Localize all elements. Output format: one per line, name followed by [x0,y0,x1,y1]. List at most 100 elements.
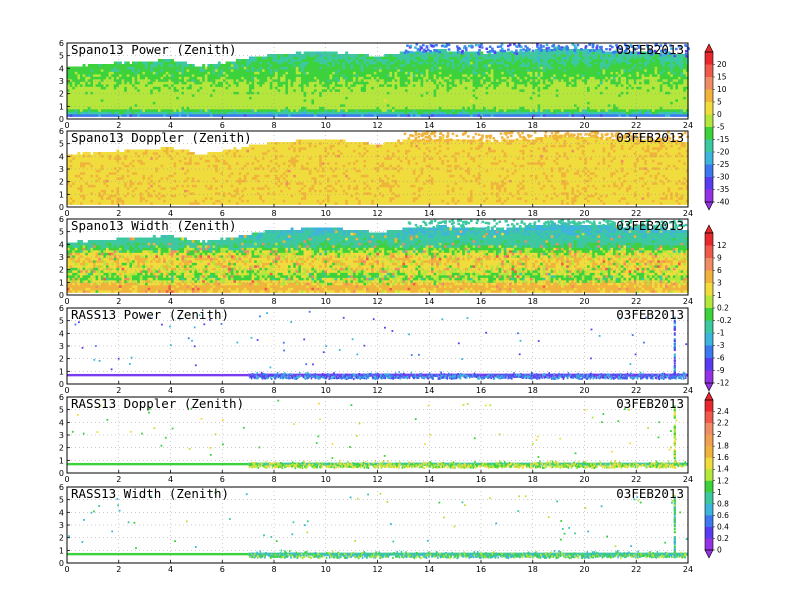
heatmap-cell [311,94,315,97]
heatmap-cell [340,79,343,82]
heatmap-cell [186,81,190,85]
heatmap-cell [555,59,559,62]
heatmap-cell [111,96,115,100]
heatmap-cell [259,66,263,70]
heatmap-cell [217,99,221,102]
heatmap-cell [594,81,598,85]
heatmap-cell [412,114,416,117]
heatmap-cell [423,76,427,80]
heatmap-cell [389,76,393,80]
heatmap-cell [269,104,273,107]
heatmap-cell [342,101,346,105]
heatmap-cell [451,94,455,97]
heatmap-cell [277,101,281,105]
heatmap-cell [132,99,135,102]
heatmap-cell [230,79,234,82]
heatmap-cell [584,104,588,107]
heatmap-cell [334,59,338,62]
heatmap-cell [498,104,502,107]
heatmap-cell [420,89,424,92]
heatmap-cell [462,91,466,95]
heatmap-cell [293,61,297,65]
heatmap-cell [124,96,128,100]
heatmap-cell [485,59,489,62]
heatmap-cell [139,89,143,92]
heatmap-cell [433,101,437,105]
heatmap-cell [267,59,271,62]
heatmap-cell [568,61,572,65]
heatmap-cell [290,56,294,60]
heatmap-cell [259,99,263,102]
heatmap-cell [436,71,440,75]
heatmap-cell [368,76,372,80]
heatmap-cell [392,66,395,70]
heatmap-cell [197,69,200,72]
heatmap-cell [290,54,294,57]
heatmap-cell [186,71,190,75]
heatmap-cell [438,101,442,105]
heatmap-cell [566,114,570,117]
heatmap-cell [592,79,596,82]
heatmap-cell [477,64,481,67]
heatmap-cell [587,49,590,52]
heatmap-cell [116,64,120,67]
heatmap-cell [407,99,411,102]
heatmap-cell [519,104,523,107]
heatmap-cell [399,81,403,85]
heatmap-cell [519,54,523,57]
heatmap-cell [412,79,416,82]
heatmap-cell [449,76,453,80]
heatmap-cell [576,66,580,70]
heatmap-cell [475,61,479,65]
heatmap-cell [485,91,489,95]
heatmap-cell [363,56,367,60]
heatmap-cell [366,109,369,112]
heatmap-cell [77,101,81,105]
heatmap-cell [137,61,141,65]
heatmap-cell [254,64,258,67]
heatmap-cell [67,101,70,105]
heatmap-cell [444,64,447,67]
heatmap-cell [444,79,447,82]
heatmap-cell [389,64,393,67]
heatmap-cell [267,81,271,85]
heatmap-cell [191,101,195,105]
heatmap-cell [457,79,460,82]
heatmap-cell [100,89,104,92]
heatmap-cell [527,101,531,105]
heatmap-cell [480,51,484,55]
heatmap-cell [277,61,281,65]
heatmap-cell [381,81,385,85]
heatmap-cell [90,99,94,102]
heatmap-cell [306,99,310,102]
heatmap-cell [561,59,564,62]
heatmap-cell [74,96,78,100]
heatmap-cell [217,109,221,112]
heatmap-cell [423,91,427,95]
heatmap-cell [264,59,268,62]
heatmap-cell [327,61,330,65]
heatmap-cell [176,79,180,82]
heatmap-cell [535,54,538,57]
heatmap-cell [251,101,255,105]
heatmap-cell [256,86,260,90]
heatmap-cell [428,111,432,115]
heatmap-cell [558,106,562,110]
heatmap-cell [298,111,302,115]
heatmap-cell [464,69,468,72]
heatmap-cell [337,74,341,77]
heatmap-cell [589,96,593,100]
heatmap-cell [256,104,260,107]
heatmap-cell [160,99,164,102]
heatmap-cell [420,59,424,62]
heatmap-cell [194,76,198,80]
heatmap-cell [93,99,96,102]
heatmap-cell [327,109,330,112]
heatmap-cell [106,109,109,112]
heatmap-cell [74,111,78,115]
heatmap-cell [462,69,466,72]
heatmap-cell [462,111,466,115]
heatmap-cell [223,109,226,112]
heatmap-cell [301,114,304,117]
heatmap-cell [360,106,364,110]
